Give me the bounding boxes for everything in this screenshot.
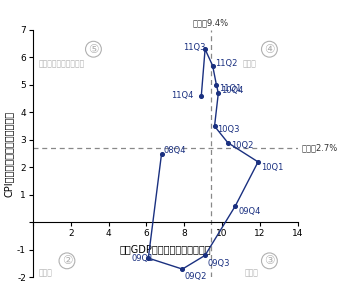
Point	[202, 253, 208, 258]
Text: 10Q1: 10Q1	[262, 163, 284, 172]
Text: 11Q4: 11Q4	[171, 92, 193, 100]
Point	[225, 140, 231, 145]
Text: 11Q1: 11Q1	[219, 84, 241, 93]
Point	[180, 267, 185, 272]
Text: 10Q2: 10Q2	[231, 141, 253, 150]
Point	[202, 47, 208, 51]
Text: スタグフレーション期: スタグフレーション期	[39, 60, 85, 69]
Text: 過熱期: 過熱期	[243, 60, 257, 69]
Text: ②: ②	[62, 254, 72, 267]
Text: 09Q2: 09Q2	[184, 272, 207, 281]
Text: 08Q4: 08Q4	[164, 146, 186, 155]
Text: 後退期: 後退期	[39, 268, 52, 277]
Point	[146, 256, 151, 260]
Point	[255, 160, 261, 164]
Point	[159, 151, 164, 156]
Text: 回復期: 回復期	[245, 268, 259, 277]
Text: 09Q1: 09Q1	[131, 254, 154, 263]
Text: ③: ③	[264, 254, 275, 267]
Point	[215, 91, 221, 96]
Text: ④: ④	[264, 43, 275, 56]
Point	[199, 94, 204, 98]
Y-axis label: CPIインフレ率（前年比、％）: CPIインフレ率（前年比、％）	[4, 110, 14, 197]
X-axis label: 実質GDP成長率（前年比、％）: 実質GDP成長率（前年比、％）	[120, 244, 211, 254]
Point	[233, 203, 238, 208]
Point	[212, 124, 217, 129]
Text: 10Q4: 10Q4	[221, 86, 243, 95]
Text: 10Q3: 10Q3	[217, 125, 239, 134]
Point	[214, 83, 219, 87]
Text: 09Q3: 09Q3	[207, 259, 230, 267]
Text: ⑤: ⑤	[88, 43, 99, 56]
Text: 09Q4: 09Q4	[239, 208, 261, 216]
Point	[210, 63, 215, 68]
Text: 平均：2.7%: 平均：2.7%	[302, 144, 338, 153]
Text: 11Q2: 11Q2	[215, 59, 237, 68]
Text: 平均：9.4%: 平均：9.4%	[193, 18, 229, 27]
Text: 11Q3: 11Q3	[183, 42, 206, 51]
